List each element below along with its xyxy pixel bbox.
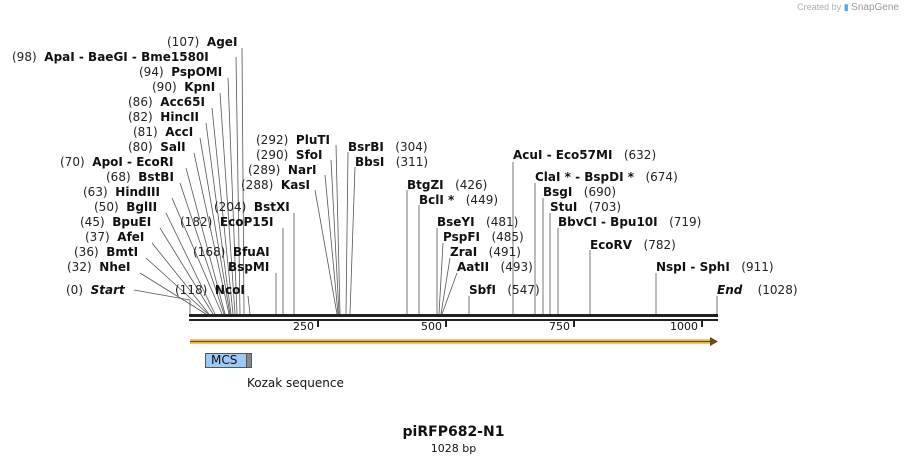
mcs-label: MCS xyxy=(211,353,238,367)
site-hindiii[interactable]: (63) HindIII xyxy=(83,185,160,199)
site-pluti[interactable]: (292) PluTI xyxy=(256,133,331,147)
site-nhei[interactable]: (32) NheI xyxy=(67,260,131,274)
site-hincii[interactable]: (82) HincII xyxy=(128,110,200,124)
site-ncoi[interactable]: (118) NcoI xyxy=(175,283,245,297)
site-ecop15i[interactable]: (182) EcoP15I xyxy=(180,215,274,229)
tick-1000: 1000 xyxy=(670,320,698,333)
credit-prefix: Created by xyxy=(797,2,842,12)
site-nari[interactable]: (289) NarI xyxy=(248,163,317,177)
kozak-label: Kozak sequence xyxy=(247,376,344,390)
site-clai-bspdi[interactable]: ClaI * - BspDI * (674) xyxy=(535,170,678,184)
site-pspfi[interactable]: PspFI (485) xyxy=(443,230,524,244)
tick-250: 250 xyxy=(293,320,314,333)
backbone-bottom-strand xyxy=(189,319,718,321)
site-bsgi[interactable]: BsgI (690) xyxy=(543,185,617,199)
site-end[interactable]: End (1028) xyxy=(717,283,798,297)
site-stui[interactable]: StuI (703) xyxy=(550,200,622,214)
backbone-top-strand xyxy=(189,314,718,317)
site-apai-baegi-bme1580i[interactable]: (98) ApaI - BaeGI - Bme1580I xyxy=(12,50,209,64)
site-bmti[interactable]: (36) BmtI xyxy=(74,245,139,259)
site-acci[interactable]: (81) AccI xyxy=(133,125,194,139)
site-bstxi[interactable]: (204) BstXI xyxy=(214,200,290,214)
site-zrai[interactable]: ZraI (491) xyxy=(450,245,521,259)
site-sbfi[interactable]: SbfI (547) xyxy=(469,283,540,297)
site-bglii[interactable]: (50) BglII xyxy=(94,200,158,214)
site-bfuai[interactable]: (168) BfuAI xyxy=(193,245,270,259)
site-bbsi[interactable]: BbsI (311) xyxy=(355,155,429,169)
snapgene-credit: Created by ▮ SnapGene xyxy=(797,2,899,13)
site-bspmi[interactable]: BspMI xyxy=(228,260,270,274)
orf-arrow-icon xyxy=(710,337,718,346)
credit-brand: SnapGene xyxy=(851,2,899,13)
site-bbvci-bpu10i[interactable]: BbvCI - Bpu10I (719) xyxy=(558,215,702,229)
site-bcli[interactable]: BclI * (449) xyxy=(419,193,499,207)
snapgene-logo-icon: ▮ xyxy=(843,2,849,12)
ruler-ticks xyxy=(317,321,703,327)
site-kasi[interactable]: (288) KasI xyxy=(241,178,310,192)
plasmid-length: 1028 bp xyxy=(430,442,477,455)
site-acc65i[interactable]: (86) Acc65I xyxy=(128,95,205,109)
kozak-feature[interactable] xyxy=(246,353,252,368)
leader-lines xyxy=(133,47,718,315)
site-start[interactable]: (0) Start xyxy=(66,283,125,297)
site-bsrbi[interactable]: BsrBI (304) xyxy=(348,140,428,154)
site-acui-eco57mi[interactable]: AcuI - Eco57MI (632) xyxy=(513,148,657,162)
tick-500: 500 xyxy=(421,320,442,333)
site-aatii[interactable]: AatII (493) xyxy=(457,260,533,274)
site-bpuei[interactable]: (45) BpuEI xyxy=(80,215,152,229)
site-kpni[interactable]: (90) KpnI xyxy=(152,80,216,94)
site-bseyi[interactable]: BseYI (481) xyxy=(437,215,519,229)
site-pspomi[interactable]: (94) PspOMI xyxy=(139,65,223,79)
site-apoi-ecori[interactable]: (70) ApoI - EcoRI xyxy=(60,155,174,169)
plasmid-title: piRFP682-N1 xyxy=(402,424,505,440)
site-ecorv[interactable]: EcoRV (782) xyxy=(590,238,676,252)
site-bstbi[interactable]: (68) BstBI xyxy=(106,170,174,184)
tick-750: 750 xyxy=(549,320,570,333)
site-sfoi[interactable]: (290) SfoI xyxy=(256,148,323,162)
site-afei[interactable]: (37) AfeI xyxy=(85,230,145,244)
site-btgzi[interactable]: BtgZI (426) xyxy=(407,178,488,192)
site-agei[interactable]: (107) AgeI xyxy=(167,35,238,49)
site-nspi-sphi[interactable]: NspI - SphI (911) xyxy=(656,260,774,274)
site-sali[interactable]: (80) SalI xyxy=(128,140,186,154)
mcs-feature[interactable]: MCS xyxy=(205,353,247,368)
